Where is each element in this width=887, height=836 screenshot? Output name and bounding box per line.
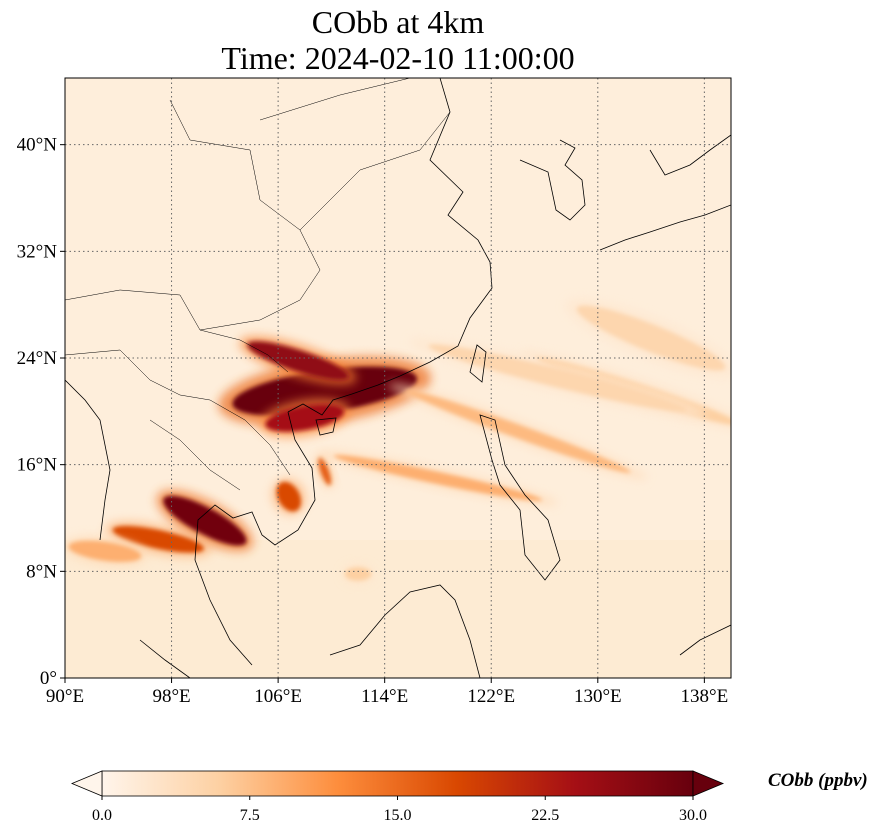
philippines-coastline <box>479 414 561 581</box>
borneo-coastline <box>329 584 481 678</box>
west-band-plume <box>105 521 211 557</box>
x-tick-label: 98°E <box>152 686 190 707</box>
korea-coastline <box>519 139 586 221</box>
x-tick-label: 130°E <box>574 686 622 707</box>
myanmar-coastline <box>65 379 111 541</box>
colorbar-tick-label: 22.5 <box>531 807 559 824</box>
japan-north <box>649 134 731 176</box>
y-tick-label: 0° <box>40 668 57 689</box>
colorbar-body <box>101 770 694 797</box>
scs-streak-1-core <box>333 455 543 501</box>
hainan-coastline <box>315 417 337 436</box>
colorbar: 0.0 7.5 15.0 22.5 30.0 <box>70 770 725 824</box>
x-tick-label: 122°E <box>467 686 515 707</box>
colorbar-tick-label: 30.0 <box>679 807 707 824</box>
northeast-streak <box>565 298 731 378</box>
colorbar-ticks: 0.0 7.5 15.0 22.5 30.0 <box>92 796 707 824</box>
colorbar-title: CObb (ppbv) <box>768 770 868 791</box>
indochina-coastline <box>194 411 316 666</box>
plume-layer <box>65 298 731 584</box>
y-tick-label: 32°N <box>17 241 58 262</box>
taiwan-coastline <box>469 344 487 383</box>
south-china-plume-core <box>232 366 418 417</box>
newguinea-coastline <box>679 624 731 656</box>
thailand-plume-core <box>163 495 247 546</box>
southern-field <box>65 540 731 678</box>
northeast-streak-core <box>576 305 726 371</box>
taiwan-streak-core <box>428 344 688 412</box>
gridlines <box>65 78 731 678</box>
y-tick-label: 16°N <box>17 455 58 476</box>
china-coastline <box>287 78 493 416</box>
map-title-line2: Time: 2024-02-10 11:00:00 <box>221 40 575 76</box>
plot-frame <box>64 77 732 679</box>
colorbar-tick-label: 7.5 <box>240 807 260 824</box>
scs-streak-2 <box>388 383 648 480</box>
west-band-plume-core <box>112 526 204 553</box>
malaysia-blob <box>342 564 374 584</box>
colorbar-tick-label: 15.0 <box>384 807 412 824</box>
thailand-plume <box>156 489 254 552</box>
scs-streak-1 <box>318 451 558 505</box>
x-tick-label: 90°E <box>46 686 84 707</box>
guangxi-plume-core <box>247 341 349 381</box>
guangxi-plume <box>239 336 357 385</box>
y-tick-label: 8°N <box>26 561 57 582</box>
south-china-plume <box>218 356 432 427</box>
colorbar-tick-label: 0.0 <box>92 807 112 824</box>
x-tick-label: 114°E <box>361 686 408 707</box>
andaman-blob-core <box>68 540 142 562</box>
vietnam-plume <box>272 478 306 515</box>
colorbar-extend-low <box>70 770 103 797</box>
andaman-blob <box>65 536 147 567</box>
scs-streak-2-core <box>405 389 631 473</box>
x-tick-label: 106°E <box>254 686 302 707</box>
malaysia-blob-core <box>344 567 372 581</box>
japan-coastline <box>599 204 731 251</box>
map-title-line1: CObb at 4km <box>311 4 485 40</box>
y-tick-label: 24°N <box>17 348 58 369</box>
land-borders <box>65 78 451 491</box>
vietnam-plume-core <box>276 481 301 512</box>
sumatra-coastline <box>139 639 191 678</box>
colorbar-extend-high <box>692 770 725 797</box>
map-plot-area <box>65 78 731 678</box>
y-tick-label: 40°N <box>17 135 58 156</box>
axis-ticks: 90°E 98°E 106°E 114°E 122°E 130°E 138°E 0° 8°N 16… <box>17 135 729 707</box>
coastlines <box>65 78 731 678</box>
x-tick-label: 138°E <box>681 686 729 707</box>
